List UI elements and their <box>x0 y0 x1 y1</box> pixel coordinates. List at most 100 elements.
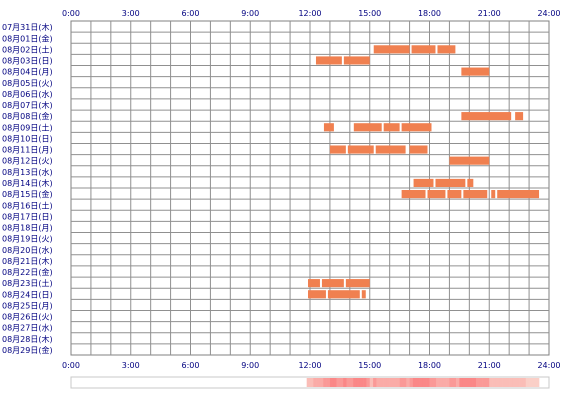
x-tick-label-top: 18:00 <box>418 9 441 18</box>
row-label: 08月12日(火) <box>2 157 53 166</box>
row-label: 07月31日(木) <box>2 22 53 32</box>
x-tick-label-bottom: 21:00 <box>478 361 501 370</box>
row-label: 08月05日(火) <box>2 79 53 88</box>
density-bin <box>459 378 463 387</box>
activity-bar <box>353 123 382 132</box>
density-bin <box>489 378 493 387</box>
row-label: 08月29日(金) <box>2 345 53 355</box>
row-label: 08月23日(土) <box>2 278 53 288</box>
activity-bar <box>327 290 360 299</box>
activity-bar <box>375 145 406 154</box>
density-bin <box>532 378 537 387</box>
density-bin <box>512 378 517 387</box>
row-labels: 07月31日(木)08月01日(金)08月02日(土) 08月03日(日) 08月0… <box>2 22 53 355</box>
density-bin <box>525 378 530 387</box>
row-label: 08月09日(土) <box>2 122 53 132</box>
row-label: 08月14日(木) <box>2 178 53 188</box>
density-bin <box>432 378 437 387</box>
density-bin <box>353 378 357 387</box>
row-label: 08月08日(金) <box>2 111 53 121</box>
row-label: 08月04日(月) <box>2 68 53 77</box>
row-label: 08月17日(日) <box>2 212 53 221</box>
density-bin <box>502 378 507 387</box>
activity-bar <box>401 123 432 132</box>
density-bin <box>462 378 467 387</box>
density-bin <box>376 378 381 387</box>
row-label: 08月16日(土) <box>2 200 53 210</box>
activity-bar <box>409 145 428 154</box>
density-bin <box>316 378 321 387</box>
activity-bar <box>461 112 512 121</box>
density-bin <box>475 378 480 387</box>
density-bin <box>419 378 424 387</box>
row-label: 08月15日(金) <box>2 189 53 199</box>
density-bin <box>495 378 500 387</box>
density-bin <box>442 378 447 387</box>
density-bin <box>389 378 394 387</box>
density-bin <box>452 378 457 387</box>
activity-bar <box>497 190 540 199</box>
row-label: 08月10日(日) <box>2 134 53 143</box>
x-tick-label-top: 12:00 <box>298 9 321 18</box>
density-bin <box>356 378 361 387</box>
density-bin <box>329 378 334 387</box>
row-label: 08月26日(火) <box>2 313 53 322</box>
density-bin <box>333 378 337 387</box>
x-tick-label-top: 15:00 <box>358 9 381 18</box>
density-bin <box>339 378 344 387</box>
density-bin <box>499 378 503 387</box>
row-label: 08月03日(日) <box>2 57 53 66</box>
activity-bar <box>401 190 426 199</box>
density-bin <box>505 378 510 387</box>
activity-bar <box>308 290 326 299</box>
row-label: 08月01日(金) <box>2 33 53 43</box>
x-tick-label-bottom: 3:00 <box>122 361 140 370</box>
activity-bars <box>308 45 540 299</box>
density-bin <box>379 378 384 387</box>
activity-bar <box>361 290 366 299</box>
density-bin <box>313 378 317 387</box>
density-bin <box>429 378 434 387</box>
density-bin <box>343 378 347 387</box>
density-bin <box>383 378 387 387</box>
x-tick-label-bottom: 15:00 <box>358 361 381 370</box>
activity-bar <box>329 145 346 154</box>
density-bin <box>323 378 327 387</box>
activity-bar <box>347 145 374 154</box>
density-bin <box>399 378 404 387</box>
density-bin <box>439 378 444 387</box>
density-bin <box>482 378 487 387</box>
activity-bar <box>323 123 334 132</box>
activity-bar <box>449 156 490 165</box>
activity-bar <box>315 56 342 65</box>
activity-bar <box>373 45 410 54</box>
density-bin <box>466 378 470 387</box>
density-bin <box>373 378 377 387</box>
density-bin <box>472 378 477 387</box>
density-bin <box>359 378 364 387</box>
density-bin <box>409 378 414 387</box>
activity-bar <box>427 190 446 199</box>
density-bin <box>406 378 410 387</box>
density-bin <box>509 378 513 387</box>
density-bin <box>522 378 527 387</box>
density-bin <box>363 378 367 387</box>
density-bin <box>402 378 407 387</box>
density-bin <box>515 378 520 387</box>
density-bin <box>346 378 351 387</box>
x-tick-label-bottom: 24:00 <box>537 361 560 370</box>
density-bin <box>306 378 311 387</box>
density-bin <box>319 378 324 387</box>
activity-bar <box>411 45 436 54</box>
activity-bar <box>437 45 456 54</box>
activity-bar <box>435 178 466 187</box>
activity-bar <box>467 178 474 187</box>
density-bin <box>416 378 420 387</box>
density-bin <box>412 378 417 387</box>
density-bin <box>366 378 371 387</box>
row-label: 08月19日(火) <box>2 235 53 244</box>
activity-bar <box>413 178 434 187</box>
density-bin <box>535 378 540 387</box>
activity-bar <box>343 56 370 65</box>
